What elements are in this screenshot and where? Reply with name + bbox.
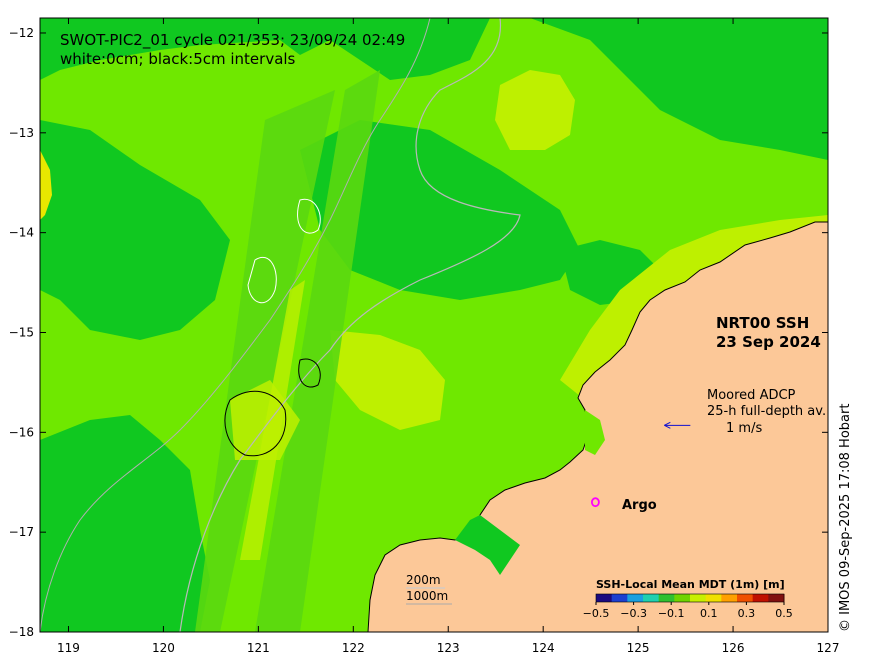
y-tick-label: −16	[9, 425, 34, 439]
x-tick-label: 126	[722, 641, 745, 655]
product-label: NRT00 SSH 23 Sep 2024	[716, 314, 821, 352]
isobath-legend: 200m 1000m	[406, 572, 448, 604]
colorbar-segment	[768, 594, 785, 602]
isobath-label-1000m: 1000m	[406, 589, 449, 603]
colorbar-tick-label: −0.3	[620, 607, 647, 620]
x-axis: 119 120 121 122 123 124 125 126 127	[57, 18, 839, 655]
colorbar: −0.5 −0.3 −0.1 0.1 0.3 0.5	[583, 593, 793, 620]
y-tick-label: −12	[9, 26, 34, 40]
adcp-scale-label: 1 m/s	[726, 421, 763, 436]
estuary-inlet	[455, 515, 520, 575]
isobath-200m	[179, 18, 521, 632]
isobath-label-200m: 200m	[406, 573, 441, 587]
colorbar-tick-label: −0.5	[583, 607, 610, 620]
ssh-low-patch	[40, 415, 210, 632]
adcp-arrow-head	[664, 421, 671, 429]
adcp-legend-line1: Moored ADCP	[707, 388, 796, 403]
colorbar-segment	[752, 594, 769, 602]
adcp-legend-line2: 25-h full-depth av.	[707, 404, 827, 419]
swath-title: SWOT-PIC2_01 cycle 021/353; 23/09/24 02:…	[60, 31, 405, 69]
y-tick-label: −14	[9, 226, 34, 240]
y-axis: −12 −13 −14 −15 −16 −17 −18	[9, 26, 828, 639]
x-tick-label: 119	[57, 641, 80, 655]
ssh-contour-5cm	[224, 358, 321, 457]
colorbar-segment	[674, 594, 691, 602]
colorbar-tick-label: 0.3	[738, 607, 756, 620]
plot-frame	[39, 17, 829, 633]
x-tick-label: 122	[342, 641, 365, 655]
x-tick-label: 124	[532, 641, 555, 655]
x-tick-label: 123	[437, 641, 460, 655]
adcp-legend: Moored ADCP 25-h full-depth av.	[707, 388, 826, 420]
colorbar-segment	[596, 594, 613, 602]
colorbar-segment	[611, 594, 628, 602]
ssh-high-patch	[495, 70, 575, 150]
colorbar-segment	[690, 594, 707, 602]
ssh-low-patch	[40, 18, 490, 80]
ssh-high-patch	[330, 330, 445, 430]
estuary-inlet	[585, 410, 605, 455]
colorbar-segment	[658, 594, 675, 602]
ssh-low-patch	[40, 120, 230, 340]
colorbar-frame	[595, 593, 785, 603]
colorbar-segment	[737, 594, 754, 602]
swot-swath-east	[255, 70, 380, 632]
x-tick-label: 121	[247, 641, 270, 655]
adcp-velocity-arrow	[664, 421, 691, 429]
y-tick-label: −17	[9, 525, 34, 539]
swath-title-line2: white:0cm; black:5cm intervals	[60, 50, 296, 68]
colorbar-tick-label: −0.1	[658, 607, 685, 620]
product-date: 23 Sep 2024	[716, 333, 821, 351]
colorbar-segment	[627, 594, 644, 602]
ssh-low-patch	[300, 120, 580, 300]
colorbar-segment	[643, 594, 660, 602]
colorbar-title: SSH-Local Mean MDT (1m) [m]	[596, 578, 785, 591]
argo-symbol	[590, 497, 600, 508]
ssh-contour-0cm	[247, 198, 321, 303]
colorbar-segment	[705, 594, 722, 602]
ssh-low-patch	[530, 18, 828, 160]
x-tick-label: 120	[152, 641, 175, 655]
credit-text: © IMOS 09-Sep-2025 17:08 Hobart	[838, 403, 853, 632]
argo-float-marker	[590, 497, 600, 508]
y-tick-label: −13	[9, 126, 34, 140]
colorbar-tick-label: 0.5	[775, 607, 793, 620]
x-tick-label: 125	[627, 641, 650, 655]
swath-title-line1: SWOT-PIC2_01 cycle 021/353; 23/09/24 02:…	[60, 31, 406, 49]
product-name: NRT00 SSH	[716, 314, 810, 332]
swot-swath-core	[230, 380, 300, 460]
map-plot-area	[40, 18, 828, 632]
ssh-higher-patch	[40, 150, 52, 220]
colorbar-tick-label: 0.1	[700, 607, 718, 620]
x-tick-label: 127	[817, 641, 840, 655]
y-tick-label: −15	[9, 325, 34, 339]
isobath-1000m	[40, 18, 431, 632]
argo-legend-label: Argo	[622, 498, 657, 513]
y-tick-label: −18	[9, 625, 34, 639]
colorbar-segment	[721, 594, 738, 602]
